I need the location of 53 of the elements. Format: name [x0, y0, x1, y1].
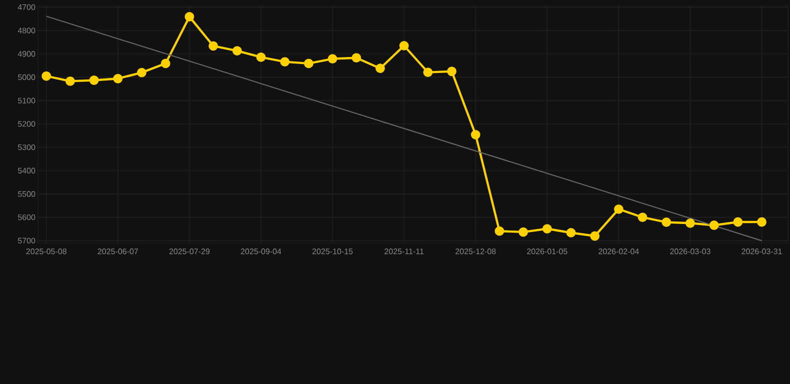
x-tick-label: 2025-12-08: [456, 248, 496, 254]
x-tick-label: 2026-02-04: [598, 248, 639, 254]
point: [399, 41, 409, 50]
x-tick-label: 2025-05-08: [26, 248, 66, 254]
point: [208, 41, 218, 51]
point: [137, 68, 146, 78]
x-tick-label: 2026-01-05: [527, 248, 568, 254]
point: [232, 46, 242, 56]
y-tick-label: 4900: [18, 51, 36, 57]
point: [89, 76, 99, 85]
point: [304, 58, 314, 68]
point: [614, 204, 624, 214]
y-tick-label: 4700: [18, 4, 36, 10]
point: [542, 224, 552, 234]
y-tick-label: 5700: [18, 238, 36, 244]
y-tick-label: 5300: [18, 144, 36, 150]
point: [470, 130, 480, 140]
y-tick-label: 5600: [18, 214, 36, 220]
point: [566, 228, 576, 238]
x-tick-label: 2025-09-04: [240, 248, 282, 254]
y-tick-label: 4800: [18, 28, 36, 34]
y-tick-label: 5400: [18, 168, 36, 174]
point: [423, 68, 433, 78]
point: [518, 227, 528, 237]
y-tick-label: 5200: [18, 121, 36, 127]
x-tick-label: 2026-03-03: [670, 248, 710, 254]
point: [733, 217, 743, 227]
point: [42, 71, 52, 81]
point: [256, 52, 266, 62]
point: [184, 12, 194, 22]
point: [638, 212, 648, 222]
point: [494, 226, 504, 236]
x-tick-label: 2025-07-29: [169, 248, 210, 254]
point: [65, 76, 75, 86]
point: [686, 218, 695, 228]
y-tick-label: 5500: [18, 191, 36, 197]
point: [376, 64, 385, 74]
point: [757, 217, 766, 227]
x-tick-label: 2025-10-15: [312, 248, 353, 254]
point: [662, 218, 672, 227]
y-tick-label: 5000: [18, 74, 36, 80]
point: [447, 66, 456, 76]
point: [709, 220, 719, 230]
point: [113, 74, 123, 84]
point: [352, 53, 362, 63]
point: [590, 231, 600, 241]
x-tick-label: 2026-03-31: [742, 248, 782, 254]
y-tick-label: 5100: [18, 98, 36, 104]
x-tick-label: 2025-06-07: [98, 248, 138, 254]
point: [160, 58, 170, 68]
point: [328, 54, 338, 64]
x-tick-label: 2025-11-11: [384, 248, 424, 254]
point: [280, 57, 290, 67]
